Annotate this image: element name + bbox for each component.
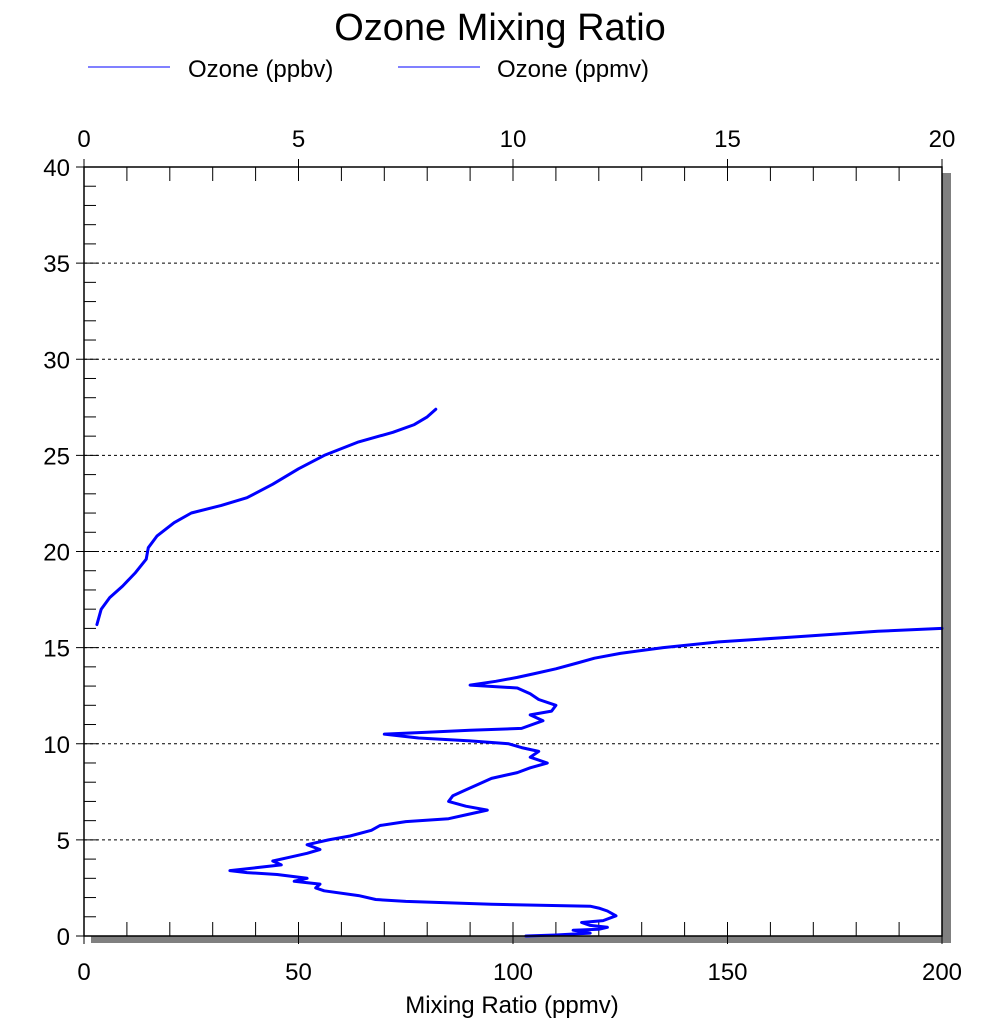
y-tick-label: 10 <box>43 732 70 759</box>
x-top-tick-label: 20 <box>929 126 956 153</box>
series-line-ppbv <box>228 626 944 938</box>
y-tick-label: 5 <box>57 828 70 855</box>
y-tick-label: 30 <box>43 347 70 374</box>
x-bottom-tick-label: 50 <box>285 959 312 986</box>
x-top-tick-label: 15 <box>714 126 741 153</box>
chart-title: Ozone Mixing Ratio <box>334 7 666 49</box>
legend-label-ppbv: Ozone (ppbv) <box>188 56 333 83</box>
y-tick-label: 40 <box>43 155 70 182</box>
x-top-tick-label: 10 <box>500 126 527 153</box>
legend-label-ppmv: Ozone (ppmv) <box>497 56 649 83</box>
y-tick-label: 15 <box>43 636 70 663</box>
x-bottom-tick-label: 200 <box>922 959 962 986</box>
y-tick-label: 0 <box>57 924 70 951</box>
y-tick-labels: 0 5 10 15 20 25 30 35 40 <box>43 155 70 951</box>
frame-shadow-bottom <box>91 934 949 943</box>
plot-frame <box>83 166 943 937</box>
legend: Ozone (ppbv) Ozone (ppmv) <box>88 56 649 83</box>
x-bottom-tick-label: 0 <box>77 959 90 986</box>
x-axis-title: Mixing Ratio (ppmv) <box>405 992 618 1019</box>
x-bottom-tick-label: 150 <box>707 959 747 986</box>
x-bottom-tick-labels: 0 50 100 150 200 <box>77 959 962 986</box>
y-tick-label: 35 <box>43 251 70 278</box>
x-bottom-tick-label: 100 <box>493 959 533 986</box>
x-top-tick-label: 5 <box>292 126 305 153</box>
x-top-tick-labels: 0 5 10 15 20 <box>77 126 955 153</box>
series-line-ppmv <box>95 407 438 627</box>
x-top-tick-label: 0 <box>77 126 90 153</box>
y-tick-label: 20 <box>43 540 70 567</box>
y-tick-label: 25 <box>43 443 70 470</box>
series-layer <box>95 407 944 938</box>
frame-shadow-right <box>942 173 951 943</box>
